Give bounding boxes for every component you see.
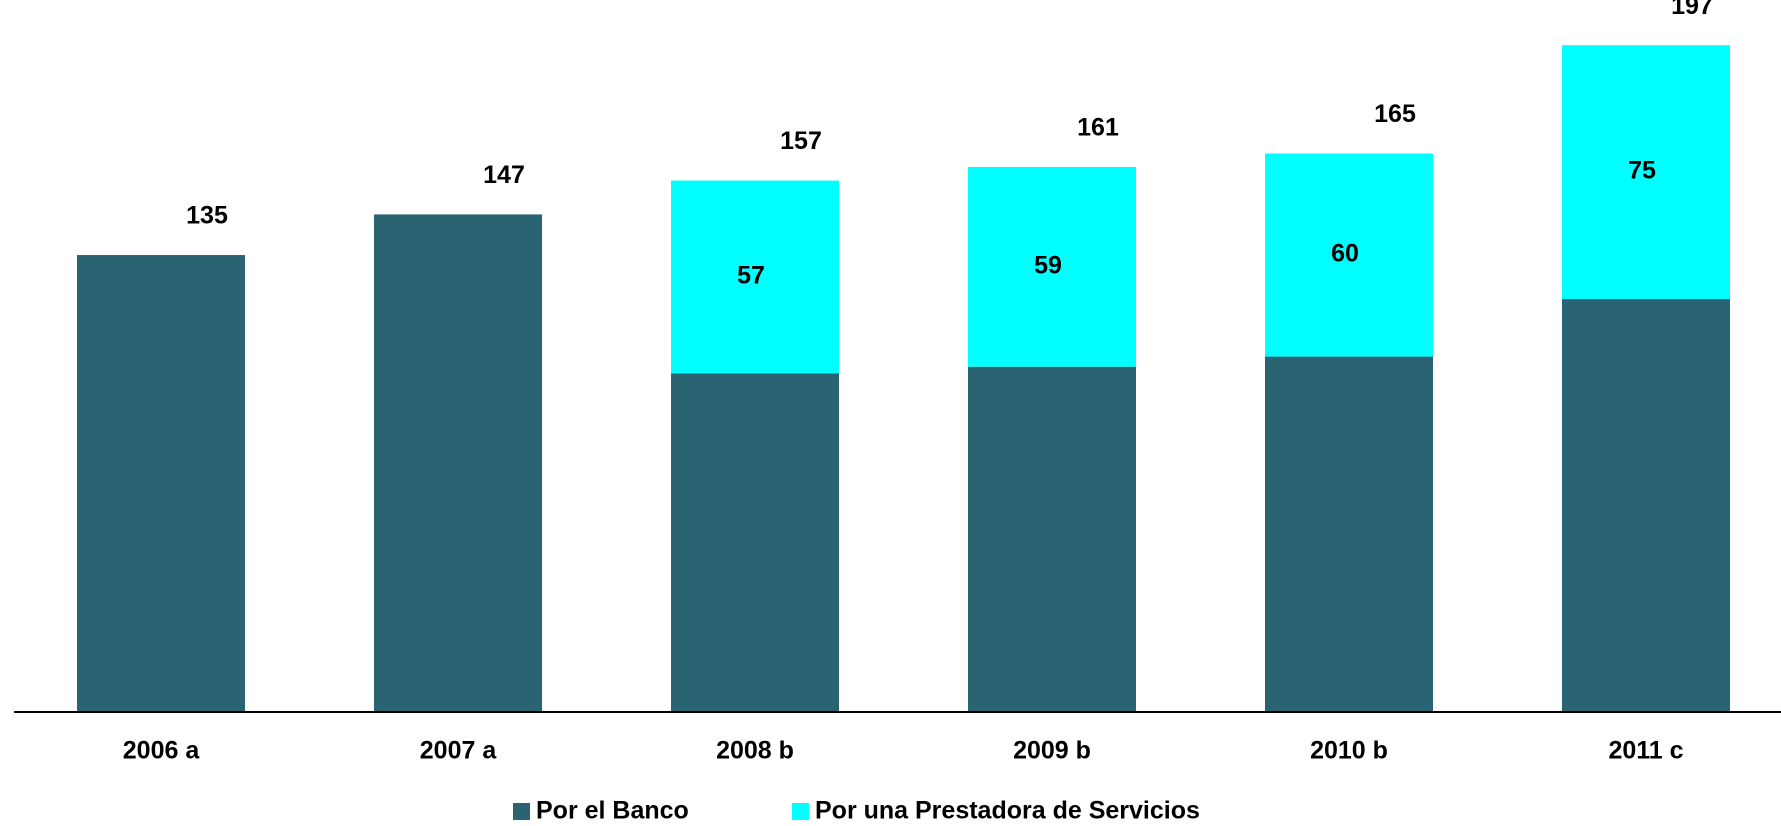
x-tick-label: 2008 b bbox=[716, 737, 794, 765]
bar-segment bbox=[1265, 357, 1433, 712]
total-label: 157 bbox=[780, 127, 822, 155]
segment-label: 60 bbox=[1331, 240, 1359, 268]
x-tick-label: 2007 a bbox=[420, 737, 498, 765]
x-tick-label: 2009 b bbox=[1013, 737, 1091, 765]
bar-segment bbox=[968, 367, 1136, 712]
total-label: 197 bbox=[1671, 0, 1713, 20]
legend-label: Por una Prestadora de Servicios bbox=[815, 797, 1200, 825]
legend-swatch bbox=[513, 803, 530, 820]
total-label: 147 bbox=[483, 161, 525, 189]
x-tick-label: 2010 b bbox=[1310, 737, 1388, 765]
bar-segment bbox=[374, 214, 542, 712]
total-label: 135 bbox=[186, 202, 228, 230]
chart: 135 2006 a 147 2007 a 57 157 2008 b 59 161 2009 b… bbox=[0, 0, 1781, 826]
total-label: 161 bbox=[1077, 114, 1119, 142]
bar-segment bbox=[1562, 299, 1730, 712]
x-tick-label: 2006 a bbox=[123, 737, 201, 765]
segment-label: 57 bbox=[737, 262, 765, 290]
x-tick-label: 2011 c bbox=[1608, 737, 1683, 765]
bar-segment bbox=[77, 255, 245, 712]
bar-segment bbox=[671, 374, 839, 713]
segment-label: 75 bbox=[1628, 157, 1656, 185]
legend-label: Por el Banco bbox=[536, 797, 689, 825]
total-label: 165 bbox=[1374, 100, 1416, 128]
legend-swatch bbox=[792, 803, 809, 820]
segment-label: 59 bbox=[1034, 251, 1062, 279]
